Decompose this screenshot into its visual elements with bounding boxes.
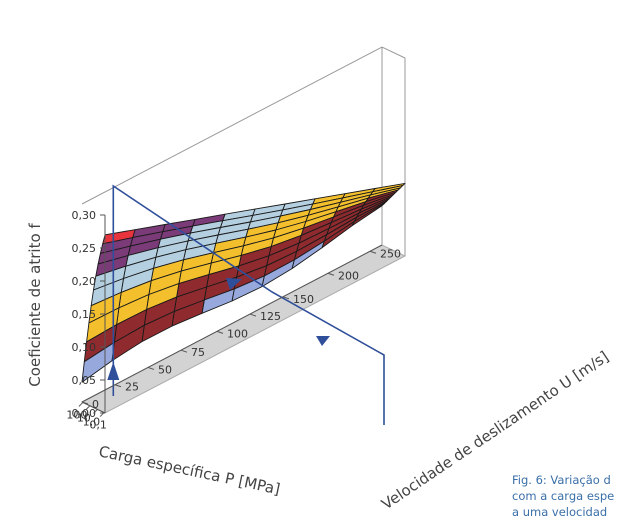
x-tick-label: 100 xyxy=(66,408,87,421)
figure-caption: Fig. 6: Variação d com a carga espe a um… xyxy=(512,473,614,519)
box-top-edges xyxy=(81,46,406,205)
arrow-down-right-marker xyxy=(316,336,330,346)
x-tick-label: 10 xyxy=(77,412,91,425)
y-tick-label: 125 xyxy=(260,310,281,323)
y-tick-mark xyxy=(180,349,188,353)
y-tick-mark xyxy=(369,250,377,254)
caption-line-3: a uma velocidad xyxy=(512,505,607,519)
y-tick-mark xyxy=(249,313,257,317)
y-tick-label: 250 xyxy=(380,247,401,260)
surface-cell xyxy=(81,341,115,383)
x-tick-mark xyxy=(93,409,98,414)
x-tick-label: 1,0 xyxy=(83,415,101,428)
z-tick-label: 0,30 xyxy=(72,209,97,222)
y-tick-mark xyxy=(147,366,155,370)
z-tick-label: 0,05 xyxy=(72,374,97,387)
z-tick-label: 0,00 xyxy=(72,407,97,420)
y-tick-label: 75 xyxy=(191,346,205,359)
y-tick-label: 25 xyxy=(125,381,139,394)
arrow-up-marker xyxy=(107,362,120,380)
x-axis-line xyxy=(81,401,106,414)
y-tick-mark xyxy=(282,296,290,300)
y-tick-label: 200 xyxy=(338,269,359,282)
y-axis-ticks: 0 25 50 75 100 125 150 200 250 xyxy=(81,247,401,411)
x-axis-title: Carga específica P [MPa] xyxy=(97,442,282,498)
caption-line-1: Fig. 6: Variação d xyxy=(512,473,611,487)
z-tick-label: 0,20 xyxy=(72,275,97,288)
y-tick-mark xyxy=(327,272,335,276)
friction-surface xyxy=(81,182,406,383)
y-tick-label: 0 xyxy=(92,398,99,411)
z-tick-label: 0,25 xyxy=(72,242,97,255)
y-tick-mark xyxy=(216,330,224,334)
x-tick-mark xyxy=(85,405,91,411)
caption-line-2: com a carga espe xyxy=(512,489,614,503)
z-tick-label: 0,15 xyxy=(72,308,97,321)
x-tick-mark xyxy=(78,402,84,407)
y-axis-line xyxy=(81,244,383,403)
y-tick-label: 100 xyxy=(227,327,248,340)
arrow-right-marker xyxy=(226,278,242,290)
operating-path-line xyxy=(112,184,385,425)
z-axis-ticks: 0,00 0,05 0,10 0,15 0,20 0,25 0,30 xyxy=(72,209,105,420)
chart-box-back-edges xyxy=(81,46,406,256)
operating-point-path xyxy=(107,184,385,425)
x-tick-label: 0,1 xyxy=(89,419,107,432)
y-tick-label: 150 xyxy=(293,293,314,306)
z-tick-label: 0,10 xyxy=(72,341,97,354)
y-tick-mark xyxy=(114,384,122,388)
z-axis-title: Coeficiente de atrito f xyxy=(26,223,44,387)
x-tick-mark xyxy=(99,412,105,417)
y-tick-label: 50 xyxy=(158,363,172,376)
y-tick-mark xyxy=(81,401,89,405)
